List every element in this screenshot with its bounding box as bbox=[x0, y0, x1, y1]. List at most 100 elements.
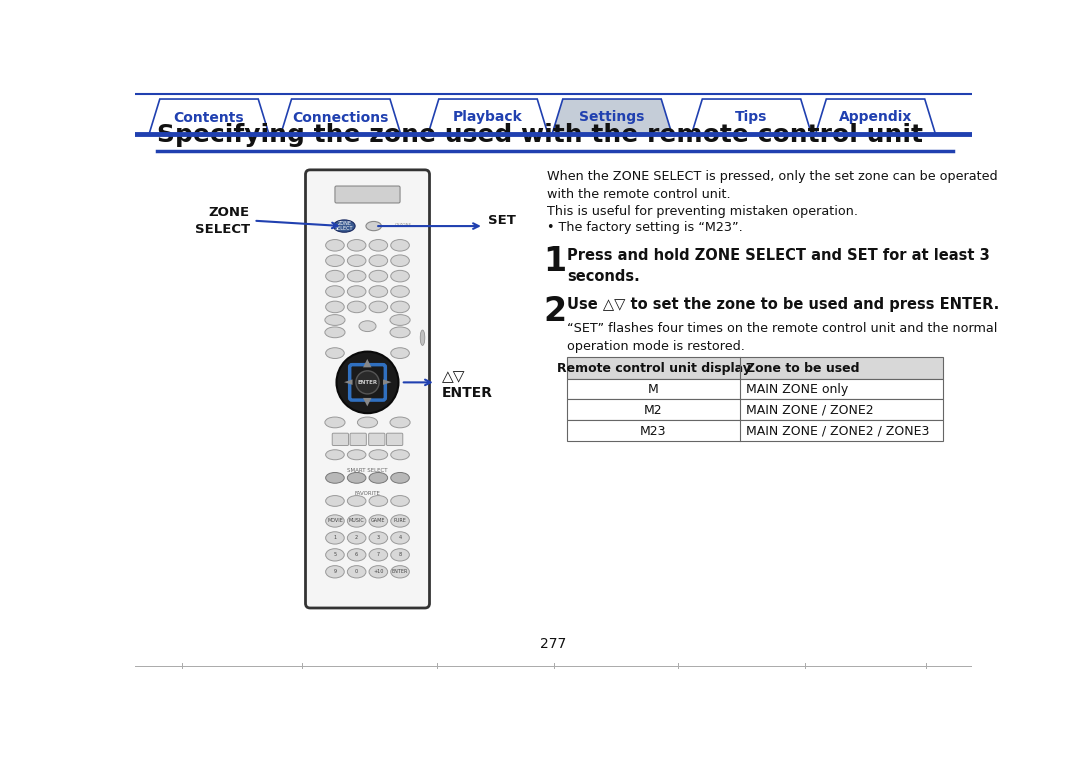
Text: 2: 2 bbox=[543, 295, 567, 328]
Polygon shape bbox=[428, 99, 548, 135]
Text: CSZONE: CSZONE bbox=[394, 222, 411, 227]
Ellipse shape bbox=[391, 515, 409, 527]
Ellipse shape bbox=[348, 565, 366, 578]
Circle shape bbox=[337, 352, 399, 413]
Text: This is useful for preventing mistaken operation.: This is useful for preventing mistaken o… bbox=[548, 205, 859, 218]
Text: ZONE
SELECT: ZONE SELECT bbox=[194, 205, 249, 236]
Ellipse shape bbox=[325, 327, 345, 338]
Ellipse shape bbox=[348, 450, 366, 460]
Text: “SET” flashes four times on the remote control unit and the normal
operation mod: “SET” flashes four times on the remote c… bbox=[567, 322, 998, 353]
Text: 7: 7 bbox=[377, 552, 380, 557]
Text: M: M bbox=[648, 384, 659, 396]
Ellipse shape bbox=[369, 285, 388, 298]
Text: Appendix: Appendix bbox=[839, 110, 913, 125]
Text: MOVIE: MOVIE bbox=[327, 518, 342, 524]
Ellipse shape bbox=[369, 270, 388, 282]
Ellipse shape bbox=[369, 495, 388, 506]
Ellipse shape bbox=[326, 301, 345, 313]
Text: ►: ► bbox=[382, 377, 391, 387]
Ellipse shape bbox=[348, 240, 366, 251]
Text: MAIN ZONE / ZONE2: MAIN ZONE / ZONE2 bbox=[745, 404, 874, 417]
Ellipse shape bbox=[391, 473, 409, 483]
Ellipse shape bbox=[326, 348, 345, 358]
Text: Playback: Playback bbox=[454, 110, 523, 125]
Text: When the ZONE SELECT is pressed, only the set zone can be operated
with the remo: When the ZONE SELECT is pressed, only th… bbox=[548, 170, 998, 202]
Ellipse shape bbox=[334, 220, 355, 232]
Ellipse shape bbox=[391, 348, 409, 358]
Ellipse shape bbox=[391, 549, 409, 561]
Ellipse shape bbox=[391, 450, 409, 460]
Text: PURE: PURE bbox=[393, 518, 406, 524]
Ellipse shape bbox=[369, 450, 388, 460]
Ellipse shape bbox=[369, 532, 388, 544]
Text: Specifying the zone used with the remote control unit: Specifying the zone used with the remote… bbox=[157, 123, 922, 147]
Ellipse shape bbox=[391, 255, 409, 266]
Text: GAME: GAME bbox=[372, 518, 386, 524]
Ellipse shape bbox=[348, 495, 366, 506]
Ellipse shape bbox=[391, 240, 409, 251]
Ellipse shape bbox=[357, 417, 378, 428]
FancyBboxPatch shape bbox=[387, 433, 403, 445]
Text: Zone to be used: Zone to be used bbox=[745, 362, 860, 375]
Ellipse shape bbox=[391, 495, 409, 506]
Text: ENTER: ENTER bbox=[357, 380, 378, 385]
Ellipse shape bbox=[391, 532, 409, 544]
Ellipse shape bbox=[326, 255, 345, 266]
Text: ZONE
SELECT: ZONE SELECT bbox=[335, 221, 353, 231]
Ellipse shape bbox=[326, 285, 345, 298]
FancyBboxPatch shape bbox=[567, 357, 943, 378]
Text: 2: 2 bbox=[355, 536, 359, 540]
Ellipse shape bbox=[369, 515, 388, 527]
Polygon shape bbox=[815, 99, 935, 135]
Text: Settings: Settings bbox=[579, 110, 645, 125]
FancyBboxPatch shape bbox=[567, 378, 943, 400]
Ellipse shape bbox=[391, 270, 409, 282]
Ellipse shape bbox=[369, 301, 388, 313]
Text: Connections: Connections bbox=[293, 110, 389, 125]
Text: MAIN ZONE / ZONE2 / ZONE3: MAIN ZONE / ZONE2 / ZONE3 bbox=[745, 425, 929, 438]
FancyBboxPatch shape bbox=[567, 400, 943, 420]
Text: △▽: △▽ bbox=[442, 369, 465, 384]
Text: 6: 6 bbox=[355, 552, 359, 557]
Text: SET: SET bbox=[488, 214, 515, 228]
Ellipse shape bbox=[325, 417, 345, 428]
Ellipse shape bbox=[348, 301, 366, 313]
Text: ▲: ▲ bbox=[363, 358, 372, 368]
Ellipse shape bbox=[326, 532, 345, 544]
Text: 3: 3 bbox=[377, 536, 380, 540]
Polygon shape bbox=[281, 99, 401, 135]
Ellipse shape bbox=[369, 565, 388, 578]
Text: 277: 277 bbox=[540, 637, 567, 651]
Ellipse shape bbox=[391, 301, 409, 313]
Ellipse shape bbox=[366, 221, 381, 231]
Ellipse shape bbox=[348, 255, 366, 266]
Polygon shape bbox=[691, 99, 811, 135]
Text: 0: 0 bbox=[355, 569, 359, 575]
Ellipse shape bbox=[420, 330, 424, 345]
Text: MUSIC: MUSIC bbox=[349, 518, 365, 524]
Text: ENTER: ENTER bbox=[442, 386, 492, 400]
Text: ▼: ▼ bbox=[363, 396, 372, 406]
Ellipse shape bbox=[326, 450, 345, 460]
Text: 1: 1 bbox=[334, 536, 337, 540]
Ellipse shape bbox=[326, 495, 345, 506]
FancyBboxPatch shape bbox=[335, 186, 400, 203]
Text: SMART SELECT: SMART SELECT bbox=[348, 468, 388, 473]
Text: 4: 4 bbox=[399, 536, 402, 540]
Ellipse shape bbox=[326, 270, 345, 282]
Ellipse shape bbox=[359, 321, 376, 332]
Text: FAVORITE: FAVORITE bbox=[354, 491, 380, 495]
Ellipse shape bbox=[348, 473, 366, 483]
Polygon shape bbox=[552, 99, 672, 135]
Ellipse shape bbox=[390, 327, 410, 338]
Ellipse shape bbox=[348, 549, 366, 561]
Text: 8: 8 bbox=[399, 552, 402, 557]
Text: +10: +10 bbox=[374, 569, 383, 575]
FancyBboxPatch shape bbox=[333, 433, 349, 445]
Ellipse shape bbox=[326, 549, 345, 561]
Text: • The factory setting is “M23”.: • The factory setting is “M23”. bbox=[548, 221, 743, 234]
Ellipse shape bbox=[326, 565, 345, 578]
Ellipse shape bbox=[348, 515, 366, 527]
Ellipse shape bbox=[348, 270, 366, 282]
Text: MAIN ZONE only: MAIN ZONE only bbox=[745, 384, 848, 396]
